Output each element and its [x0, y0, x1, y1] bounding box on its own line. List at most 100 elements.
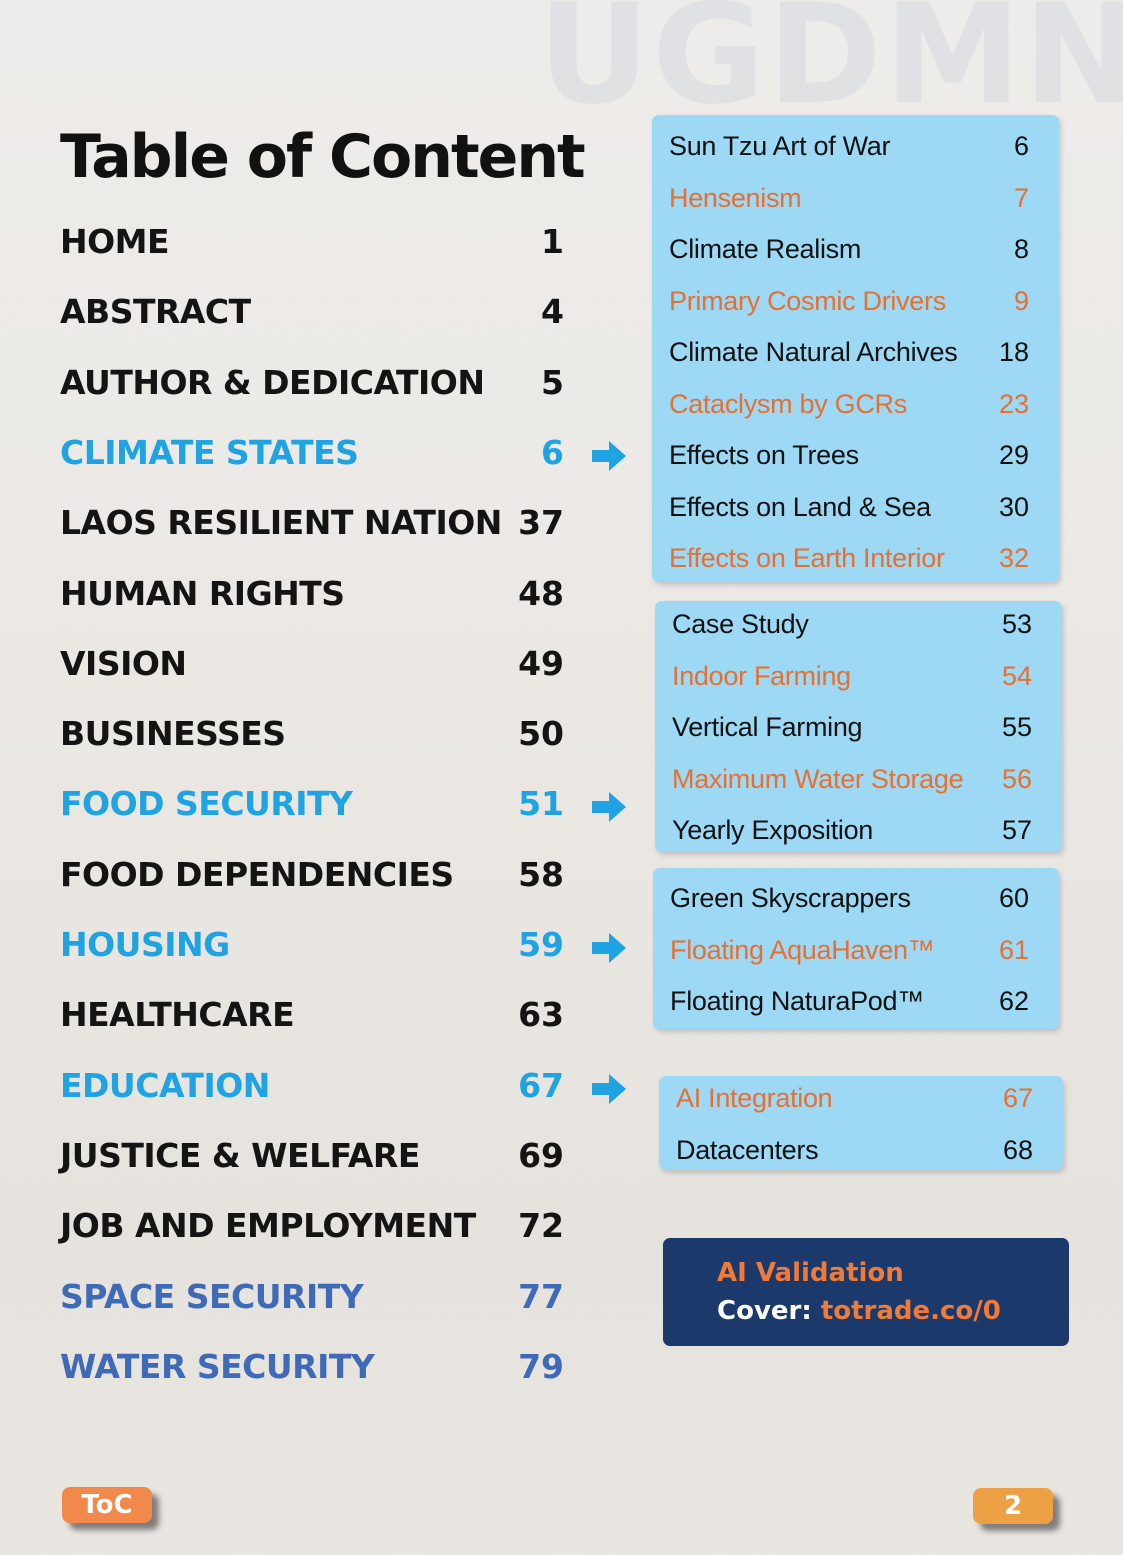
- subtopic-indoor-farming[interactable]: Indoor Farming 54: [672, 661, 1032, 695]
- subtopic-sun-tzu-art-of-war[interactable]: Sun Tzu Art of War 6: [669, 131, 1029, 165]
- toc-item-page: 1: [541, 222, 564, 261]
- toc-badge-button[interactable]: ToC: [62, 1487, 152, 1523]
- subtopic-vertical-farming[interactable]: Vertical Farming 55: [672, 712, 1032, 746]
- subtopic-page: 29: [998, 440, 1029, 470]
- toc-item-page: 48: [518, 573, 564, 613]
- subtopic-label: Effects on Trees: [669, 440, 859, 470]
- subtopic-datacenters[interactable]: Datacenters 68: [676, 1135, 1033, 1169]
- toc-item-label: SPACE SECURITY: [60, 1276, 364, 1316]
- food-subtopics-panel: Case Study 53 Indoor Farming 54 Vertical Far…: [655, 601, 1062, 852]
- subtopic-label: Vertical Farming: [672, 712, 863, 742]
- toc-item-housing[interactable]: HOUSING 59: [60, 925, 626, 975]
- toc-item-label: LAOS RESILIENT NATION: [60, 503, 502, 543]
- subtopic-maximum-water-storage[interactable]: Maximum Water Storage 56: [672, 764, 1032, 798]
- toc-item-page: 37: [518, 503, 564, 543]
- subtopic-primary-cosmic-drivers[interactable]: Primary Cosmic Drivers 9: [669, 286, 1029, 320]
- subtopic-hensenism[interactable]: Hensenism 7: [669, 183, 1029, 217]
- subtopic-yearly-exposition[interactable]: Yearly Exposition 57: [672, 815, 1032, 849]
- subtopic-green-skyscrappers[interactable]: Green Skyscrappers 60: [670, 883, 1029, 917]
- toc-item-page: 4: [541, 292, 564, 332]
- page-title: Table of Content: [60, 122, 586, 192]
- toc-item-page: 72: [518, 1206, 564, 1246]
- subtopic-page: 7: [1013, 182, 1029, 213]
- subtopic-page: 32: [998, 543, 1029, 573]
- toc-item-label: EDUCATION: [60, 1065, 270, 1105]
- toc-item-label: CLIMATE STATES: [60, 432, 359, 472]
- toc-item-justice-welfare[interactable]: JUSTICE & WELFARE 69: [60, 1136, 570, 1186]
- toc-item-food-dependencies[interactable]: FOOD DEPENDENCIES 58: [60, 855, 570, 905]
- climate-subtopics-panel: Sun Tzu Art of War 6 Hensenism 7 Climate Rea…: [652, 115, 1059, 582]
- toc-item-page: 59: [518, 925, 564, 964]
- toc-item-label: VISION: [60, 643, 187, 683]
- subtopic-label: AI Integration: [676, 1083, 833, 1113]
- subtopic-page: 53: [1001, 609, 1032, 639]
- cover-link[interactable]: totrade.co/0: [820, 1296, 1001, 1326]
- arrow-right-icon[interactable]: [590, 1072, 628, 1106]
- toc-item-page: 51: [518, 784, 564, 824]
- subtopic-page: 67: [1002, 1083, 1033, 1113]
- toc-item-healthcare[interactable]: HEALTHCARE 63: [60, 995, 570, 1045]
- subtopic-page: 60: [998, 883, 1029, 913]
- page-number-badge: 2: [973, 1488, 1053, 1524]
- subtopic-label: Indoor Farming: [672, 660, 851, 691]
- toc-item-author-dedication[interactable]: AUTHOR & DEDICATION 5: [60, 363, 570, 413]
- toc-item-label: HUMAN RIGHTS: [60, 573, 345, 613]
- cover-label: Cover:: [717, 1296, 812, 1326]
- subtopic-climate-natural-archives[interactable]: Climate Natural Archives 18: [669, 337, 1029, 371]
- subtopic-label: Primary Cosmic Drivers: [669, 285, 946, 316]
- subtopic-page: 54: [1001, 660, 1032, 691]
- toc-item-page: 58: [518, 854, 564, 894]
- toc-item-label: FOOD DEPENDENCIES: [60, 854, 454, 894]
- subtopic-label: Hensenism: [669, 182, 802, 213]
- subtopic-label: Climate Natural Archives: [669, 337, 958, 367]
- toc-item-abstract[interactable]: ABSTRACT 4: [60, 292, 570, 342]
- toc-item-label: FOOD SECURITY: [60, 784, 353, 824]
- toc-item-page: 49: [518, 643, 564, 683]
- subtopic-effects-on-land-sea[interactable]: Effects on Land & Sea 30: [669, 492, 1029, 526]
- subtopic-label: Climate Realism: [669, 234, 862, 264]
- toc-item-businesses[interactable]: BUSINESSES 50: [60, 714, 570, 764]
- subtopic-label: Green Skyscrappers: [670, 883, 911, 913]
- toc-item-climate-states[interactable]: CLIMATE STATES 6: [60, 432, 626, 483]
- toc-item-vision[interactable]: VISION 49: [60, 644, 570, 694]
- subtopic-page: 61: [998, 934, 1029, 965]
- toc-item-laos-resilient-nation[interactable]: LAOS RESILIENT NATION 37: [60, 503, 570, 553]
- subtopic-ai-integration[interactable]: AI Integration 67: [676, 1083, 1033, 1117]
- subtopic-floating-aquahaven[interactable]: Floating AquaHaven™ 61: [670, 935, 1029, 969]
- ai-validation-box: AI Validation Cover: totrade.co/0: [663, 1238, 1069, 1346]
- subtopic-climate-realism[interactable]: Climate Realism 8: [669, 234, 1029, 268]
- toc-item-water-security[interactable]: WATER SECURITY 79: [60, 1347, 570, 1397]
- toc-item-human-rights[interactable]: HUMAN RIGHTS 48: [60, 574, 570, 624]
- subtopic-effects-on-earth-interior[interactable]: Effects on Earth Interior 32: [669, 543, 1029, 577]
- education-subtopics-panel: AI Integration 67 Datacenters 68: [659, 1076, 1063, 1170]
- subtopic-cataclysm-by-gcrs[interactable]: Cataclysm by GCRs 23: [669, 389, 1029, 423]
- validation-cover-line: Cover: totrade.co/0: [717, 1296, 1001, 1326]
- subtopic-page: 23: [998, 388, 1029, 419]
- toc-item-label: AUTHOR & DEDICATION: [60, 362, 485, 402]
- subtopic-page: 30: [998, 491, 1029, 522]
- subtopic-floating-naturapod[interactable]: Floating NaturaPod™ 62: [670, 986, 1029, 1020]
- toc-item-education[interactable]: EDUCATION 67: [60, 1065, 626, 1116]
- subtopic-page: 6: [1013, 131, 1029, 161]
- toc-item-label: HEALTHCARE: [60, 995, 295, 1035]
- arrow-right-icon[interactable]: [590, 439, 628, 473]
- subtopic-case-study[interactable]: Case Study 53: [672, 609, 1032, 643]
- toc-item-label: BUSINESSES: [60, 714, 286, 754]
- subtopic-label: Floating AquaHaven™: [670, 934, 935, 965]
- subtopic-label: Datacenters: [676, 1134, 819, 1165]
- subtopic-page: 8: [1013, 234, 1029, 264]
- subtopic-page: 57: [1001, 815, 1032, 845]
- subtopic-label: Case Study: [672, 609, 809, 639]
- subtopic-page: 56: [1001, 763, 1032, 794]
- subtopic-page: 62: [998, 986, 1029, 1016]
- toc-item-food-security[interactable]: FOOD SECURITY 51: [60, 784, 626, 834]
- toc-item-home[interactable]: HOME 1: [60, 222, 570, 272]
- toc-item-label: HOUSING: [60, 925, 230, 964]
- arrow-right-icon[interactable]: [590, 931, 628, 965]
- toc-item-job-and-employment[interactable]: JOB AND EMPLOYMENT 72: [60, 1206, 570, 1256]
- subtopic-label: Sun Tzu Art of War: [669, 131, 891, 161]
- subtopic-effects-on-trees[interactable]: Effects on Trees 29: [669, 440, 1029, 474]
- arrow-right-icon[interactable]: [590, 790, 628, 824]
- subtopic-page: 18: [998, 337, 1029, 367]
- toc-item-space-security[interactable]: SPACE SECURITY 77: [60, 1277, 570, 1327]
